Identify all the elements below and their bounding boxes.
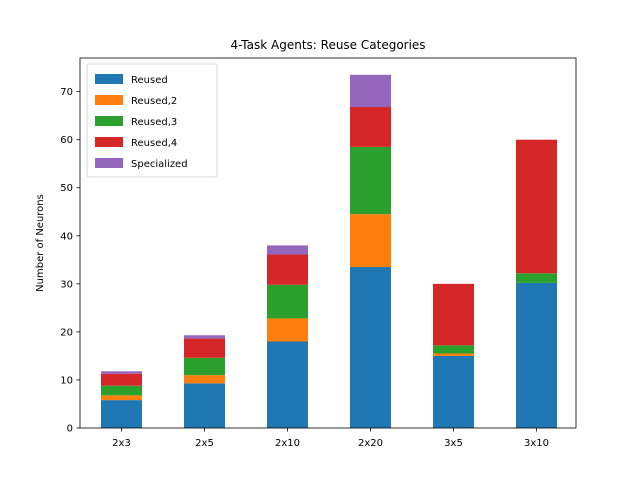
bar-segment (101, 395, 142, 401)
y-axis-label: Number of Neurons (35, 194, 46, 292)
legend-swatch (95, 137, 123, 147)
legend-swatch (95, 158, 123, 168)
legend-swatch (95, 74, 123, 84)
legend-label: Reused,3 (131, 117, 177, 128)
bar-segment (350, 267, 391, 428)
y-tick-label: 50 (60, 183, 73, 194)
legend-label: Reused (131, 75, 168, 86)
bar-segment (267, 284, 308, 319)
x-tick-label: 2x3 (112, 438, 131, 449)
bar-segment (267, 318, 308, 342)
y-tick-label: 60 (60, 135, 73, 146)
bar-segment (101, 385, 142, 396)
bar-segment (350, 214, 391, 268)
legend-swatch (95, 95, 123, 105)
legend-label: Reused,4 (131, 138, 177, 149)
bar-segment (350, 74, 391, 108)
bar-segment (267, 245, 308, 255)
bar-segment (350, 146, 391, 215)
legend: Reused Reused,2 Reused,3 Reused,4 Specialize… (86, 63, 218, 178)
bar-segment (433, 283, 474, 346)
y-tick-label: 20 (60, 327, 73, 338)
bar-segment (516, 273, 557, 283)
bar-segment (267, 254, 308, 285)
legend-box (86, 63, 218, 178)
bar-segment (101, 400, 142, 428)
x-tick-label: 3x5 (444, 438, 463, 449)
x-tick-label: 2x10 (275, 438, 300, 449)
bar-segment (516, 282, 557, 428)
y-tick-label: 10 (60, 375, 73, 386)
x-tick-label: 2x5 (195, 438, 214, 449)
bar-segment (184, 383, 225, 428)
bar-segment (433, 345, 474, 354)
bar-segment (350, 107, 391, 147)
bar-segment (516, 139, 557, 274)
bar-segment (433, 353, 474, 356)
bar-segment (184, 335, 225, 339)
legend-label: Reused,2 (131, 96, 177, 107)
x-tick-label: 3x10 (524, 438, 549, 449)
y-axis: 0 10 20 30 40 50 60 70 (60, 87, 80, 435)
bar-segment (101, 373, 142, 386)
bar-segment (184, 357, 225, 376)
legend-label: Specialized (131, 159, 188, 170)
chart-title: 4-Task Agents: Reuse Categories (230, 38, 425, 52)
bar-segment (184, 338, 225, 358)
y-tick-label: 40 (60, 231, 73, 242)
legend-swatch (95, 116, 123, 126)
y-tick-label: 70 (60, 87, 73, 98)
bars-group (101, 74, 557, 428)
x-tick-label: 2x20 (358, 438, 383, 449)
bar-segment (101, 371, 142, 374)
x-axis: 2x3 2x5 2x10 2x20 3x5 3x10 (112, 428, 549, 449)
y-tick-label: 30 (60, 279, 73, 290)
bar-segment (267, 341, 308, 428)
bar-segment (184, 375, 225, 384)
plot-frame (79, 57, 577, 429)
bar-segment (433, 355, 474, 428)
y-tick-label: 0 (67, 424, 73, 435)
